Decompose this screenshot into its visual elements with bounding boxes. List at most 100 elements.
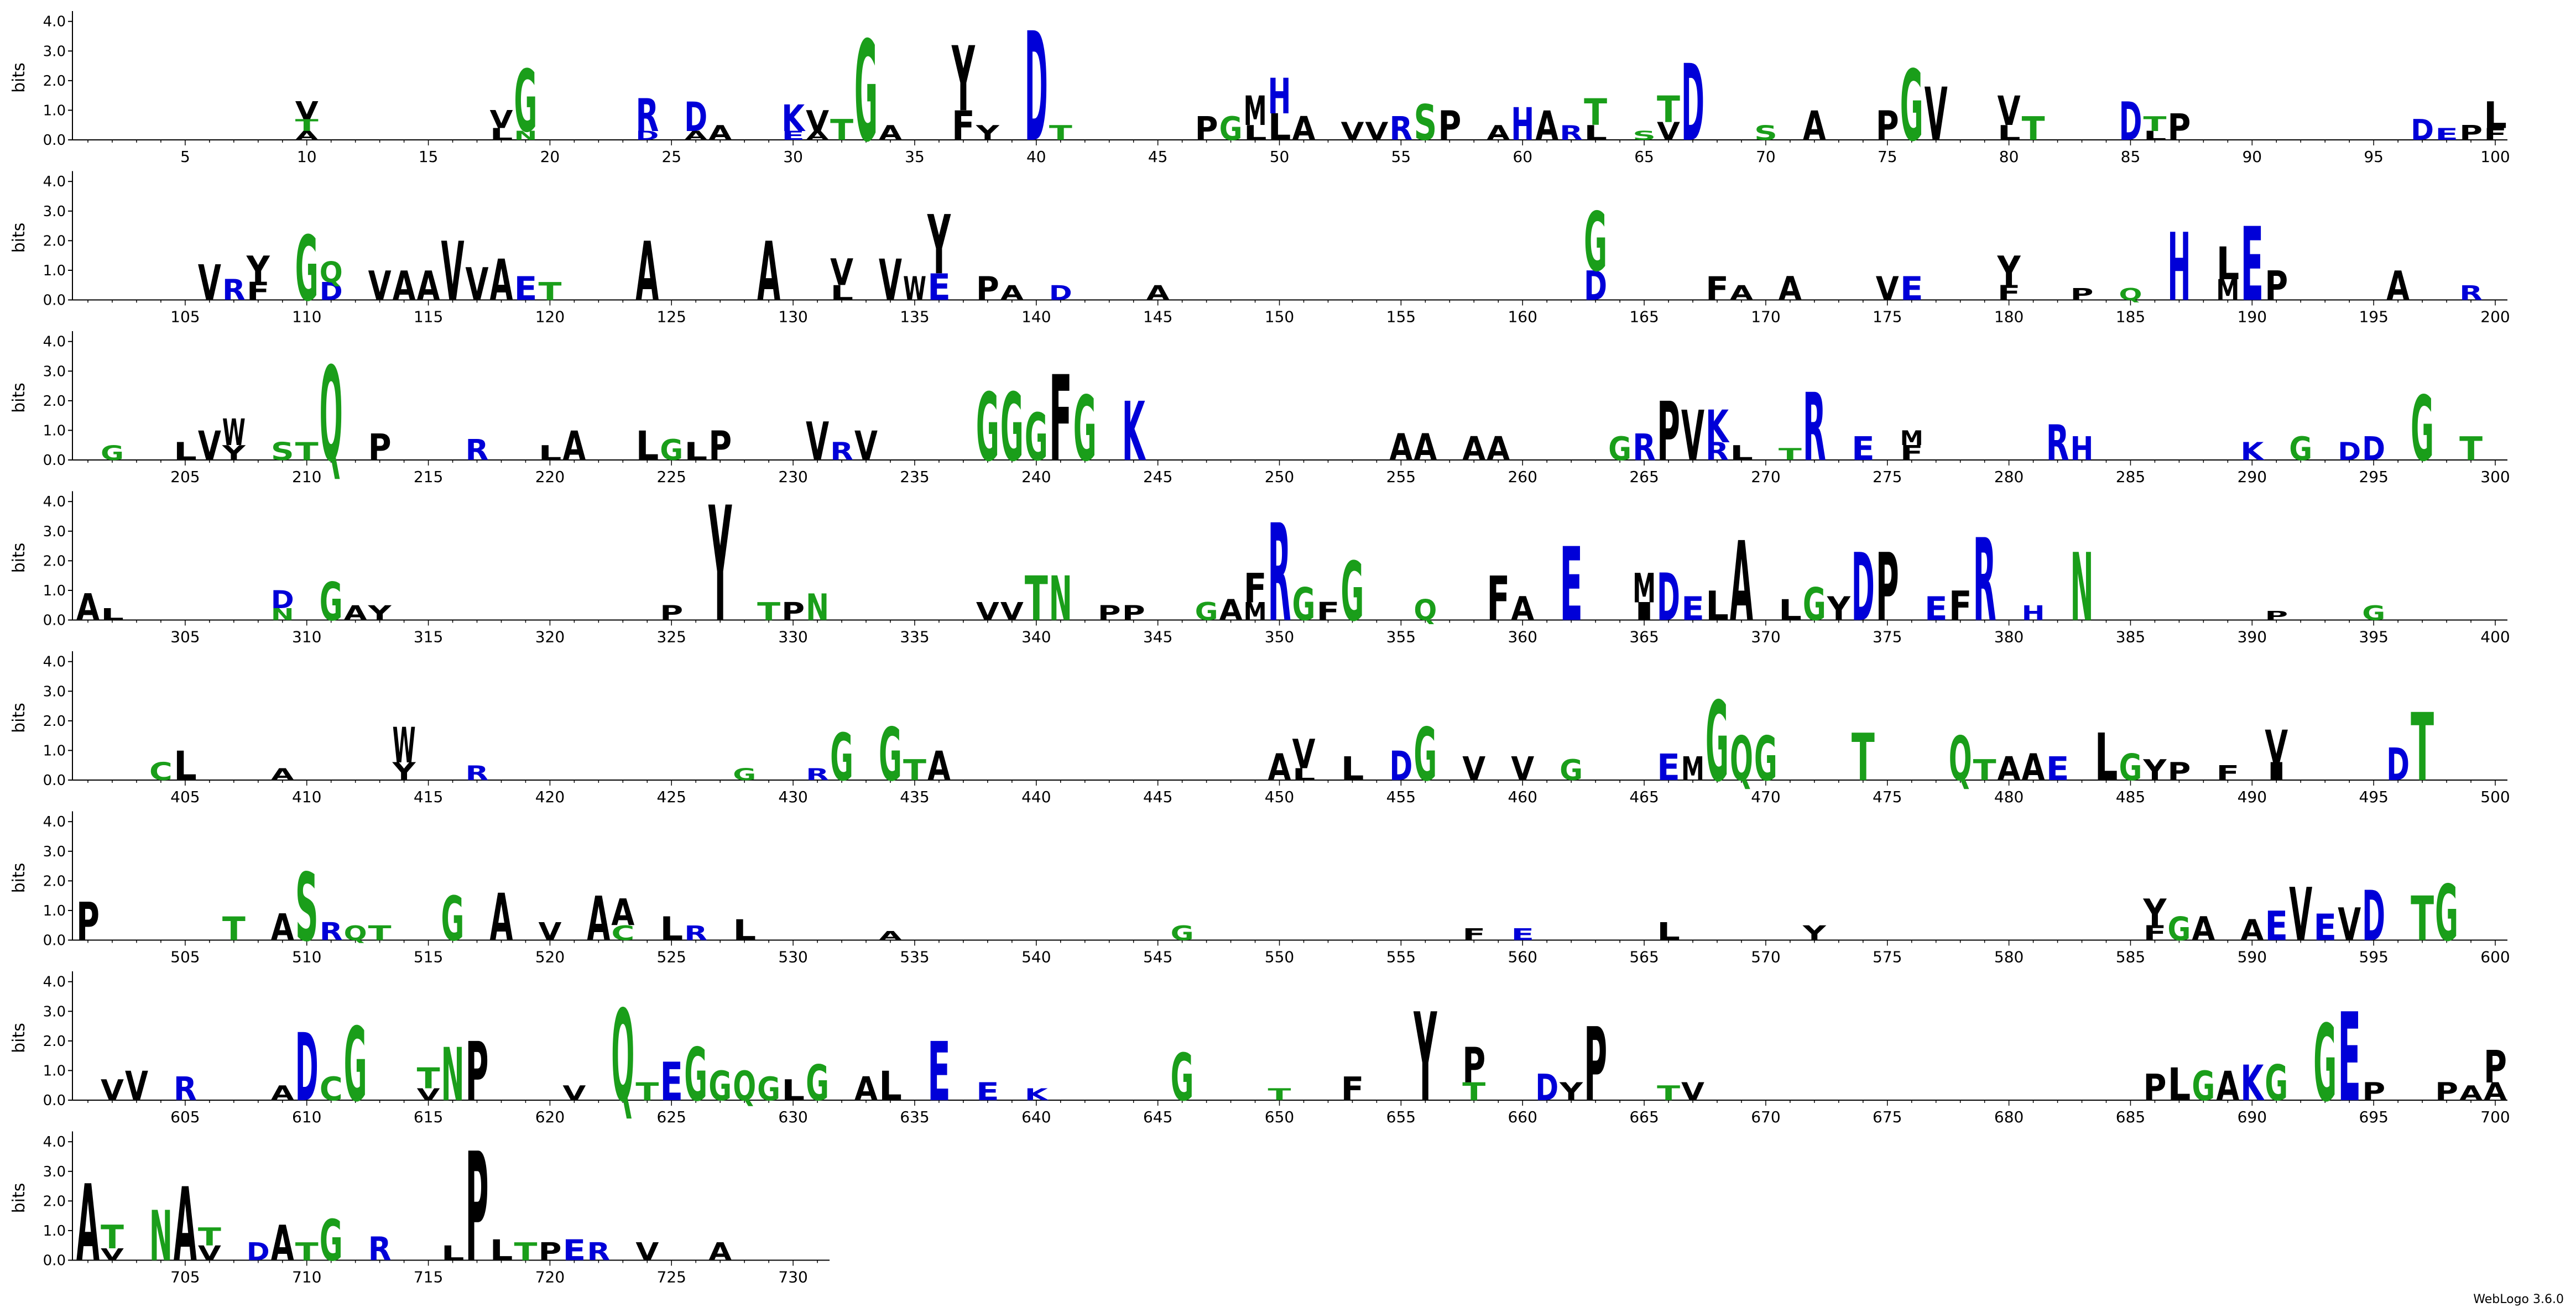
residue-letter-350-R: R <box>1268 496 1291 652</box>
residue-letter-636-E: E <box>927 1026 951 1120</box>
x-tick-label: 255 <box>1386 468 1416 486</box>
residue-letter-224-L: L <box>635 422 659 470</box>
y-tick-label: 1.0 <box>43 583 66 599</box>
residue-letter-458-V: V <box>1462 750 1485 788</box>
y-tick-label: 1.0 <box>43 102 66 119</box>
residue-letter-663-P: P <box>1584 1007 1607 1124</box>
residue-letter-518-A: A <box>489 880 513 956</box>
residue-letter-344-P: P <box>1122 601 1145 625</box>
residue-letter-175-V: V <box>1876 270 1899 308</box>
residue-letter-558-F: F <box>1462 925 1485 944</box>
residue-letter-210-T: T <box>295 437 319 465</box>
residue-letter-624-T: T <box>635 1077 659 1106</box>
y-tick-label: 4.0 <box>43 814 66 830</box>
residue-letter-381-H: H <box>2022 601 2045 625</box>
residue-letter-633-A: A <box>854 1070 878 1108</box>
residue-letter-66-T: T <box>1657 88 1680 130</box>
residue-letter-309-N: N <box>271 605 294 624</box>
residue-letter-414-W: W <box>393 718 416 775</box>
x-tick-label: 390 <box>2238 628 2267 646</box>
residue-letter-132-L: L <box>830 281 853 305</box>
residue-letter-111-D: D <box>320 278 343 306</box>
residue-letter-468-G: G <box>1706 678 1729 807</box>
residue-letter-19-N: N <box>514 129 537 143</box>
residue-letter-347-G: G <box>1195 598 1218 626</box>
residue-letter-217-R: R <box>466 433 489 467</box>
residue-letter-340-T: T <box>1025 563 1048 635</box>
residue-letter-57-P: P <box>1438 102 1461 150</box>
residue-letter-33-G: G <box>854 13 878 173</box>
residue-letter-47-P: P <box>1195 109 1218 148</box>
residue-letter-626-G: G <box>684 1033 707 1118</box>
residue-letter-211-Q: Q <box>320 339 343 491</box>
residue-letter-705-A: A <box>174 1167 197 1285</box>
logo-row-1: 0.0 1.0 2.0 3.0 4.0 bits 5 10 15 20 25 30 35 40 45 50 55… <box>9 1 2510 175</box>
x-tick-label: 330 <box>778 628 807 646</box>
residue-letter-40-D: D <box>1025 1 1048 175</box>
x-tick-label: 400 <box>2480 628 2510 646</box>
residue-letter-135-W: W <box>903 270 926 308</box>
residue-letter-597-T: T <box>2411 883 2434 955</box>
residue-letter-138-P: P <box>976 270 999 308</box>
residue-letter-86-T: T <box>2143 112 2166 136</box>
x-tick-label: 180 <box>1994 308 2024 326</box>
residue-letter-694-E: E <box>2338 988 2361 1129</box>
x-tick-label: 405 <box>170 788 200 806</box>
residue-letter-428-G: G <box>733 765 756 784</box>
residue-letter-690-K: K <box>2240 1055 2265 1112</box>
residue-letter-244-K: K <box>1122 385 1146 480</box>
residue-letter-650-T: T <box>1268 1085 1291 1104</box>
x-tick-label: 705 <box>170 1268 200 1286</box>
x-tick-label: 50 <box>1270 148 1290 166</box>
x-tick-label: 545 <box>1143 948 1172 966</box>
residue-letter-268-K: K <box>1706 401 1730 453</box>
residue-letter-497-T: T <box>2411 693 2434 802</box>
residue-letter-10-T: T <box>295 116 319 135</box>
x-tick-label: 520 <box>535 948 565 966</box>
y-axis-label: bits <box>9 863 29 893</box>
x-tick-label: 65 <box>1634 148 1654 166</box>
residue-letter-375-P: P <box>1876 533 1899 642</box>
residue-letter-341-N: N <box>1049 563 1072 635</box>
x-tick-label: 110 <box>292 308 321 326</box>
residue-letter-206-V: V <box>198 422 221 470</box>
residue-letter-169-A: A <box>1730 281 1753 305</box>
residue-letter-180-F: F <box>1998 281 2021 305</box>
y-tick-label: 3.0 <box>43 43 66 60</box>
residue-letter-191-P: P <box>2265 262 2288 310</box>
residue-letter-189-M: M <box>2216 273 2239 306</box>
x-tick-label: 365 <box>1629 628 1659 646</box>
residue-letter-120-T: T <box>538 278 561 306</box>
x-tick-label: 10 <box>297 148 317 166</box>
residue-letter-106-V: V <box>198 255 221 312</box>
residue-letter-615-V: V <box>417 1085 440 1104</box>
residue-letter-572-Y: Y <box>1802 922 1827 945</box>
residue-letter-491-I: I <box>2265 757 2288 786</box>
residue-letter-708-D: D <box>247 1238 270 1266</box>
x-tick-label: 515 <box>414 948 443 966</box>
x-tick-label: 335 <box>900 628 929 646</box>
y-tick-label: 2.0 <box>43 73 66 90</box>
residue-letter-63-T: T <box>1584 91 1607 133</box>
residue-letter-81-T: T <box>2022 109 2046 148</box>
residue-letter-513-T: T <box>368 922 392 945</box>
x-tick-label: 30 <box>783 148 803 166</box>
x-tick-label: 650 <box>1265 1108 1294 1126</box>
x-tick-label: 440 <box>1021 788 1051 806</box>
x-tick-label: 655 <box>1386 1108 1416 1126</box>
residue-letter-349-F: F <box>1244 564 1267 612</box>
residue-letter-592-V: V <box>2289 873 2312 958</box>
x-tick-label: 315 <box>414 628 443 646</box>
residue-letter-377-E: E <box>1925 590 1948 628</box>
residue-letter-168-F: F <box>1706 270 1729 308</box>
x-tick-label: 620 <box>535 1108 565 1126</box>
residue-letter-295-D: D <box>2362 430 2385 468</box>
residue-letter-180-Y: Y <box>1997 247 2021 295</box>
residue-letter-331-N: N <box>806 586 829 629</box>
residue-letter-688-G: G <box>2192 1063 2215 1110</box>
residue-letter-265-R: R <box>1633 426 1656 468</box>
x-tick-label: 215 <box>414 468 443 486</box>
residue-letter-455-D: D <box>1389 742 1412 790</box>
residue-letter-534-A: A <box>879 929 902 943</box>
x-tick-label: 150 <box>1265 308 1294 326</box>
